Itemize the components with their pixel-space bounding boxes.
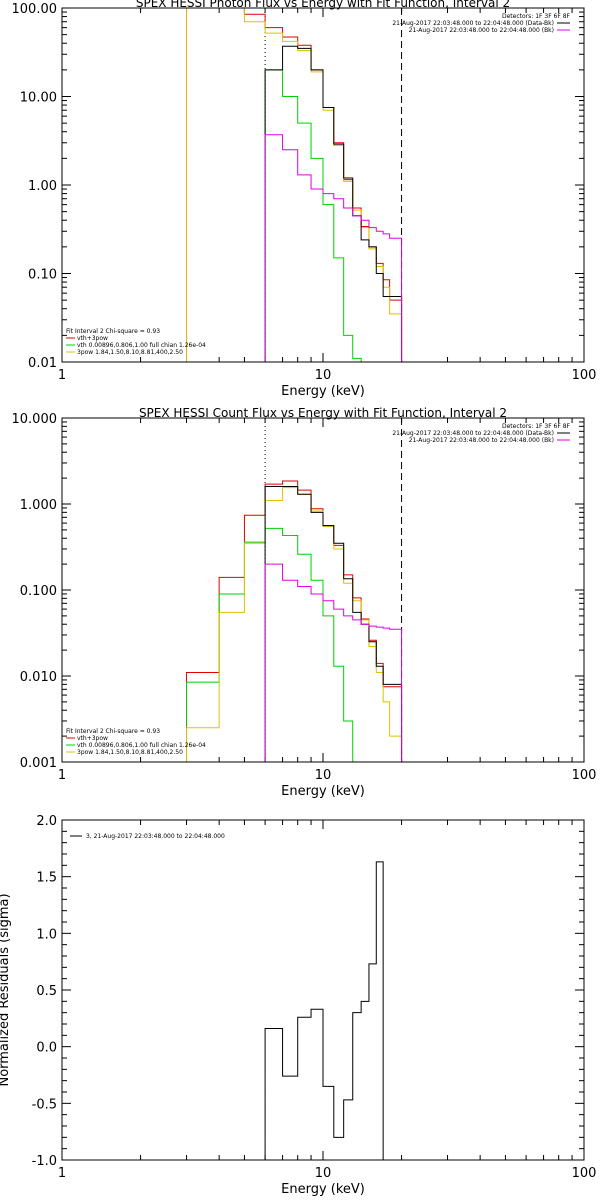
series-line-3pow xyxy=(186,8,403,362)
legend-entry: vth+3pow xyxy=(77,335,108,342)
y-ticks xyxy=(62,819,584,1161)
y-tick-label: 10.000 xyxy=(12,412,58,427)
plot-frame xyxy=(61,417,585,763)
panel-1: SPEX HESSI Photon Flux vs Energy with Fi… xyxy=(12,0,597,399)
plot-frame xyxy=(61,7,585,363)
y-ticks xyxy=(62,421,584,763)
legend-entry: Detectors: 1F 3F 6F 8F xyxy=(502,13,571,20)
legend-entry: 21-Aug-2017 22:03:48.000 to 22:04:48.000… xyxy=(392,430,554,437)
legend-entry: Fit Interval 2 Chi-square = 0.93 xyxy=(66,728,160,735)
series-line-vth xyxy=(186,527,354,762)
series-group xyxy=(264,861,384,1160)
series-line-data-bk xyxy=(264,485,403,762)
plot-frame xyxy=(61,819,585,1161)
x-tick-label: 10 xyxy=(315,768,332,783)
x-tick-label: 10 xyxy=(315,1166,332,1181)
legend-entry: 3pow 1.84,1.50,8.10,8.81,400,2.50 xyxy=(77,749,183,756)
y-tick-label: 0.010 xyxy=(20,670,57,685)
legend-entry: Detectors: 1F 3F 6F 8F xyxy=(502,423,571,430)
legend-entry: Fit Interval 2 Chi-square = 0.93 xyxy=(66,328,160,335)
legend-entry: 21-Aug-2017 22:03:48.000 to 22:04:48.000… xyxy=(409,437,554,444)
legend-entry: 3pow 1.84,1.50,8.10,8.81,400,2.50 xyxy=(77,349,183,356)
y-tick-label: 0.100 xyxy=(20,584,57,599)
y-tick-label: 100.00 xyxy=(12,2,58,17)
legend-entry: 21-Aug-2017 22:03:48.000 to 22:04:48.000… xyxy=(409,27,554,34)
x-tick-label: 10 xyxy=(315,368,332,383)
series-line-3-21-aug-2017-22-03-48-000-to-22-04-48-000 xyxy=(264,861,384,1160)
y-axis-label: Normalized Residuals (sigma) xyxy=(0,893,12,1086)
x-axis-label: Energy (keV) xyxy=(281,384,365,399)
x-tick-label: 1 xyxy=(58,1166,66,1181)
series-line-bk xyxy=(264,134,403,362)
chart-title: SPEX HESSI Count Flux vs Energy with Fit… xyxy=(139,406,507,420)
x-tick-label: 100 xyxy=(572,768,597,783)
legend-entry: vth+3pow xyxy=(77,735,108,742)
y-tick-label: 1.0 xyxy=(36,927,57,942)
legend-entry: vth 0.00896,0.806,1.00 full chian 1.26e-… xyxy=(77,742,206,749)
series-group xyxy=(186,480,403,762)
chart-title: SPEX HESSI Photon Flux vs Energy with Fi… xyxy=(136,0,510,10)
x-ticks xyxy=(61,418,573,762)
y-tick-label: 0.0 xyxy=(36,1041,57,1056)
y-tick-label: 10.00 xyxy=(20,91,57,106)
y-tick-label: 1.5 xyxy=(36,871,57,886)
y-tick-label: 0.10 xyxy=(28,268,57,283)
y-tick-label: 1.00 xyxy=(28,179,57,194)
legend-entry: vth 0.00896,0.806,1.00 full chian 1.26e-… xyxy=(77,342,206,349)
x-tick-label: 100 xyxy=(572,368,597,383)
x-ticks xyxy=(61,820,573,1160)
series-line-bk xyxy=(264,563,403,762)
y-tick-label: 0.001 xyxy=(20,756,57,771)
y-tick-label: 0.5 xyxy=(36,984,57,999)
series-group xyxy=(186,8,403,362)
x-tick-label: 100 xyxy=(572,1166,597,1181)
y-tick-label: 2.0 xyxy=(36,814,57,829)
x-axis-label: Energy (keV) xyxy=(281,1182,365,1197)
y-tick-label: 0.01 xyxy=(28,356,57,371)
legend-entry: 21-Aug-2017 22:03:48.000 to 22:04:48.000… xyxy=(392,20,554,27)
y-tick-label: -1.0 xyxy=(32,1154,57,1169)
series-line-vth-3pow xyxy=(186,8,403,362)
panel-2: SPEX HESSI Count Flux vs Energy with Fit… xyxy=(12,406,597,799)
series-line-vth xyxy=(264,69,362,362)
x-tick-label: 1 xyxy=(58,768,66,783)
legend-entry: 3, 21-Aug-2017 22:03:48.000 to 22:04:48.… xyxy=(86,833,225,840)
panel-3: 1 10 100 -1.0 -0.5 0.0 0.5 1.0 1.5 2.0 Energy (keV… xyxy=(0,814,596,1197)
x-ticks xyxy=(61,8,573,362)
y-tick-label: -0.5 xyxy=(32,1097,57,1112)
series-line-data-bk xyxy=(264,45,403,362)
y-tick-label: 1.000 xyxy=(20,498,57,513)
x-tick-label: 1 xyxy=(58,368,66,383)
x-axis-label: Energy (keV) xyxy=(281,784,365,799)
